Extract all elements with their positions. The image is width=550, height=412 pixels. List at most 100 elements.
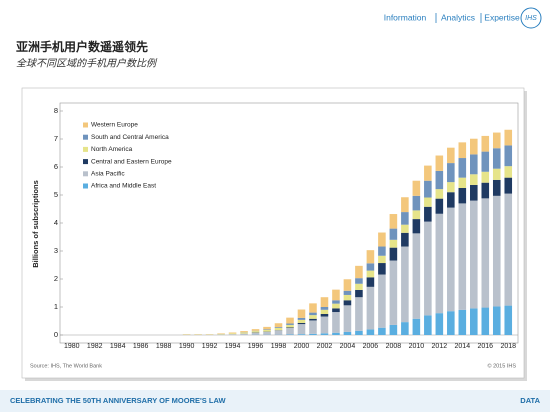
x-tick-label: 2004 — [340, 343, 356, 350]
bar-segment — [458, 158, 467, 178]
bar-segment — [274, 323, 283, 328]
bar-segment — [412, 195, 421, 211]
bar-segment — [251, 329, 260, 331]
bar-segment — [412, 210, 421, 220]
bar-segment — [355, 283, 363, 290]
bar-segment — [217, 333, 225, 334]
bar-segment — [389, 239, 398, 248]
bar-segment — [412, 219, 421, 234]
bar-segment — [492, 195, 501, 307]
bar-segment — [286, 323, 294, 325]
x-tick-label: 2012 — [432, 343, 448, 350]
legend-swatch — [83, 183, 88, 189]
bar-segment — [297, 309, 306, 318]
bar-segment — [240, 332, 248, 334]
bar-segment — [389, 260, 398, 325]
bar-segment — [470, 154, 478, 175]
bar-segment — [343, 294, 352, 301]
footer-band — [0, 390, 550, 412]
bar-segment — [366, 263, 375, 271]
bar-segment — [458, 203, 467, 310]
bar-segment — [492, 168, 501, 180]
bar-segment — [470, 200, 478, 309]
bar-segment — [412, 233, 421, 319]
bar-segment — [458, 177, 467, 188]
bar-segment — [274, 330, 283, 335]
bar-segment — [424, 206, 432, 222]
bar-segment — [309, 315, 317, 319]
slide-subtitle: 全球不同区域的手机用户数比例 — [16, 58, 158, 70]
x-tick-label: 2000 — [294, 343, 310, 350]
bar-segment — [435, 313, 444, 335]
bar-segment — [481, 171, 490, 183]
slide-title: 亚洲手机用户数遥遥领先 — [16, 39, 148, 54]
bar-segment — [309, 320, 317, 334]
bar-segment — [240, 331, 248, 333]
bar-segment — [481, 307, 490, 335]
bar-segment — [470, 174, 478, 185]
bar-segment — [412, 318, 421, 335]
bar-segment — [447, 147, 455, 164]
y-tick-label: 4 — [54, 218, 58, 227]
bar-segment — [286, 327, 294, 328]
bar-segment — [366, 286, 375, 330]
bar-segment — [297, 319, 306, 323]
bar-segment — [320, 297, 329, 307]
nav-item[interactable]: Analytics — [441, 12, 475, 22]
bar-segment — [332, 308, 340, 313]
bar-segment — [320, 307, 329, 310]
legend-label: Asia Pacific — [91, 171, 125, 178]
bar-segment — [320, 316, 329, 334]
bar-segment — [435, 213, 444, 314]
bar-segment — [343, 290, 352, 295]
bar-segment — [435, 198, 444, 214]
bar-segment — [470, 138, 478, 155]
bar-segment — [389, 214, 398, 229]
bar-segment — [228, 334, 237, 335]
bar-segment — [343, 300, 352, 306]
legend-label: South and Central America — [91, 134, 169, 141]
bar-segment — [458, 309, 467, 335]
bar-segment — [389, 324, 398, 335]
bar-segment — [309, 303, 317, 313]
bar-segment — [447, 311, 455, 335]
bar-segment — [389, 228, 398, 240]
bar-segment — [240, 333, 248, 335]
y-tick-label: 0 — [54, 330, 58, 339]
bar-segment — [504, 129, 513, 146]
x-tick-label: 1992 — [202, 343, 218, 350]
x-tick-label: 2014 — [455, 343, 471, 350]
bar-segment — [481, 198, 490, 308]
bar-segment — [286, 324, 294, 328]
bar-segment — [401, 232, 409, 247]
bar-segment — [263, 331, 271, 335]
bar-segment — [401, 246, 409, 323]
bar-segment — [378, 263, 386, 275]
logo[interactable]: IHS — [525, 15, 537, 22]
x-tick-label: 1980 — [64, 343, 80, 350]
x-tick-label: 1990 — [179, 343, 195, 350]
bar-segment — [332, 332, 340, 335]
y-tick-label: 8 — [54, 106, 58, 115]
bar-segment — [435, 170, 444, 190]
bar-segment — [504, 166, 513, 178]
x-tick-label: 1984 — [110, 343, 126, 350]
bar-segment — [228, 332, 237, 334]
bar-segment — [378, 246, 386, 256]
bar-segment — [297, 322, 306, 325]
bar-segment — [458, 142, 467, 159]
nav-item[interactable]: Information — [384, 12, 427, 22]
bar-segment — [424, 315, 432, 335]
bar-segment — [424, 221, 432, 316]
bar-segment — [492, 148, 501, 169]
y-tick-label: 1 — [54, 302, 58, 311]
x-tick-label: 1988 — [156, 343, 172, 350]
bar-segment — [332, 289, 340, 301]
bar-segment — [435, 189, 444, 199]
bar-segment — [251, 332, 260, 335]
x-tick-label: 2016 — [477, 343, 493, 350]
nav-item[interactable]: Expertise — [484, 12, 520, 22]
x-tick-label: 1996 — [248, 343, 264, 350]
bar-segment — [355, 278, 363, 284]
